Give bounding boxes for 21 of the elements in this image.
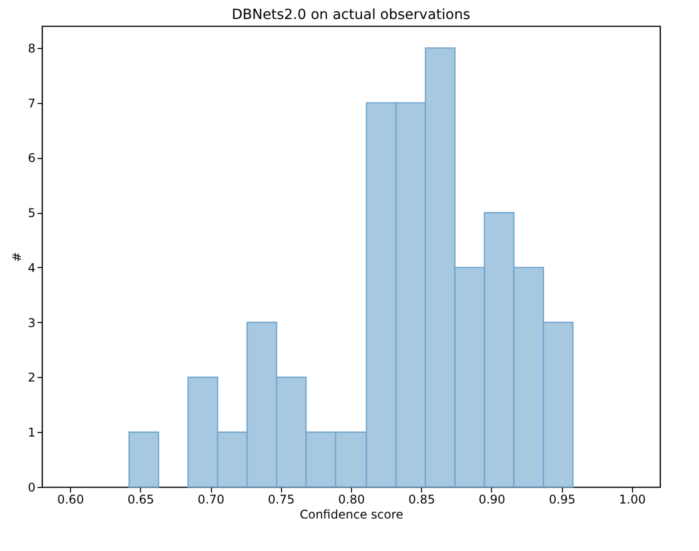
y-tick-label: 1 [28,426,36,440]
y-tick-label: 3 [28,316,36,330]
x-tick-label: 0.95 [548,492,576,506]
y-axis-title: # [10,252,24,262]
y-tick-label: 6 [28,151,36,166]
x-tick-label: 0.75 [268,492,295,506]
y-tick-label: 2 [28,370,36,385]
x-tick-label: 0.60 [57,492,84,506]
chart-title: DBNets2.0 on actual observations [232,7,470,23]
x-tick-label: 0.65 [127,492,154,506]
y-tick-label: 5 [28,206,36,220]
y-tick-label: 0 [28,480,36,494]
x-tick-label: 1.00 [619,492,646,506]
y-tick-label: 8 [28,41,36,56]
x-tick-label: 0.80 [338,492,365,506]
y-tick-label: 4 [28,260,36,275]
x-tick-label: 0.70 [198,492,224,506]
x-tick-label: 0.90 [478,492,506,506]
y-tick-label: 7 [28,96,36,110]
x-tick-label: 0.85 [408,492,436,506]
x-axis-title: Confidence score [300,508,404,522]
